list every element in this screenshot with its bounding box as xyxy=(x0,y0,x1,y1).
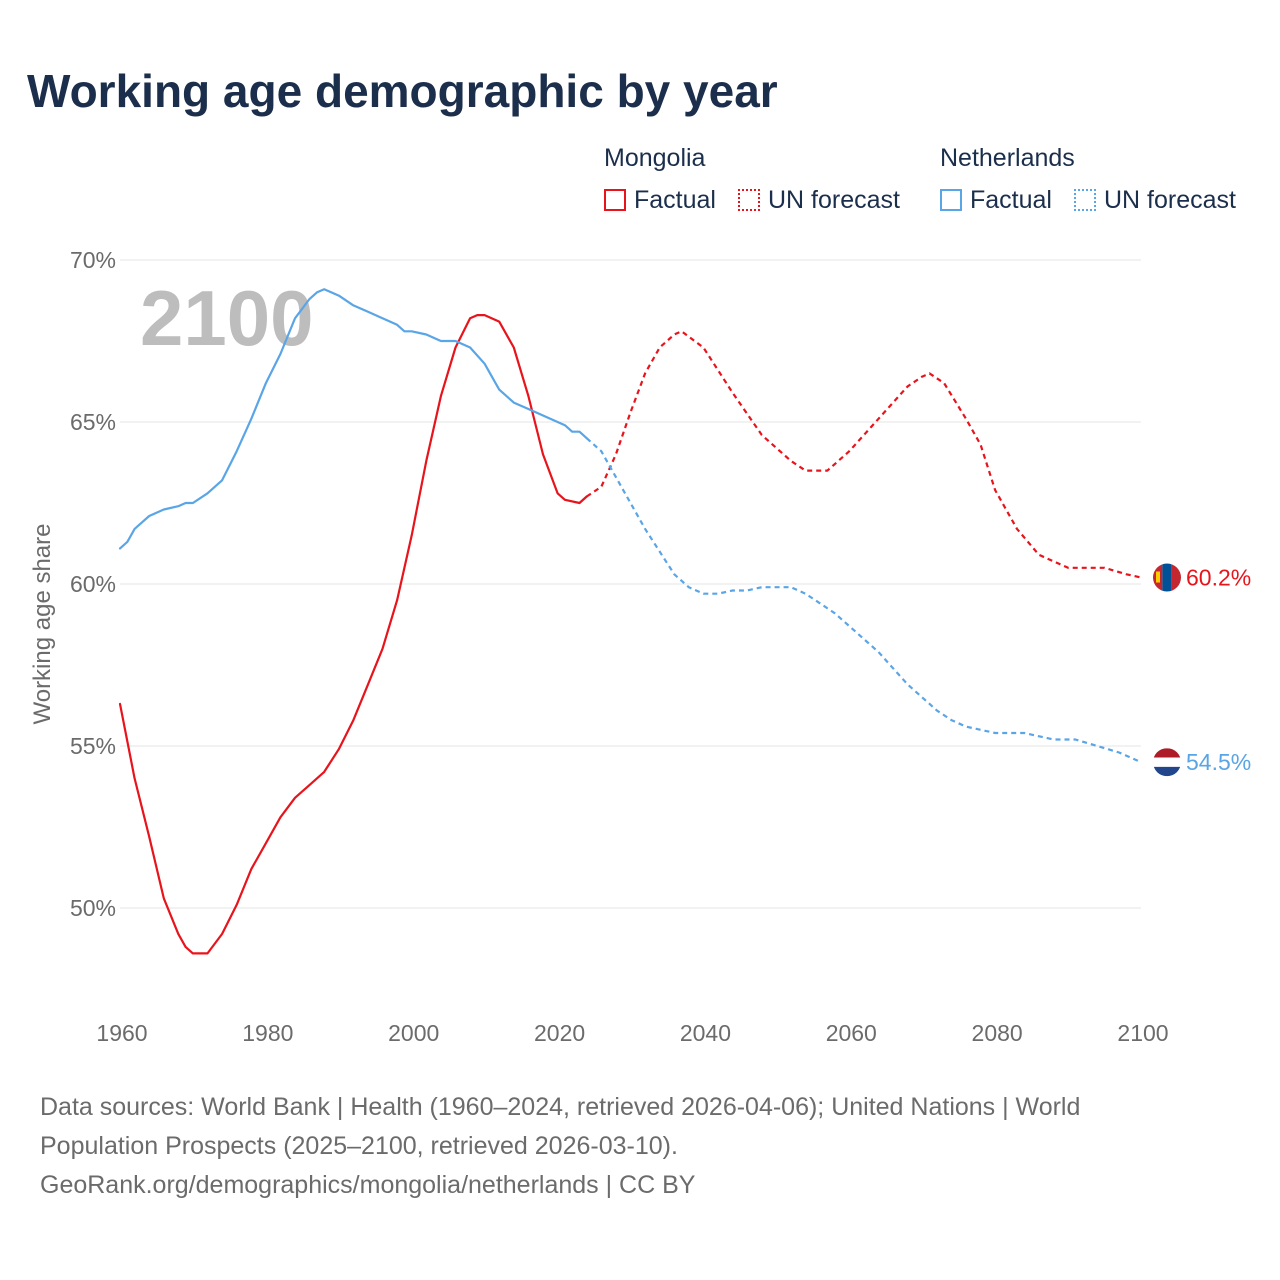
legend-label-netherlands-factual: Factual xyxy=(970,185,1052,214)
footer-credit: GeoRank.org/demographics/mongolia/nether… xyxy=(40,1171,696,1199)
legend-label-mongolia-factual: Factual xyxy=(634,185,716,214)
x-tick-label-1980: 1980 xyxy=(242,1020,293,1046)
legend-mongolia-title: Mongolia xyxy=(604,144,706,172)
series-line-mongolia-factual xyxy=(118,314,588,955)
legend-netherlands-forecast[interactable]: UN forecast xyxy=(1074,184,1236,216)
legend-netherlands-title: Netherlands xyxy=(940,144,1075,172)
series-line-netherlands-factual xyxy=(118,288,588,550)
x-tick-label-2080: 2080 xyxy=(972,1020,1023,1046)
legend-swatch-mongolia-forecast xyxy=(738,189,760,211)
x-tick-label-2040: 2040 xyxy=(680,1020,731,1046)
footer-sources-line-2: Population Prospects (2025–2100, retriev… xyxy=(40,1132,678,1160)
y-tick-label-60: 60% xyxy=(70,571,116,597)
x-tick-label-1960: 1960 xyxy=(96,1020,147,1046)
legend-netherlands-factual[interactable]: Factual xyxy=(940,184,1052,216)
y-tick-label-70: 70% xyxy=(70,247,116,273)
y-tick-label-55: 55% xyxy=(70,733,116,759)
legend-swatch-mongolia-factual xyxy=(604,189,626,211)
current-year-watermark: 2100 xyxy=(140,274,314,362)
y-axis-title: Working age share xyxy=(29,524,56,725)
series-line-mongolia-forecast xyxy=(586,330,1142,579)
y-tick-label-50: 50% xyxy=(70,895,116,921)
legend-mongolia-factual[interactable]: Factual xyxy=(604,184,716,216)
line-chart: 50% 55% 60% 65% 70% 1960 1980 2000 2020 2040 2060 2… xyxy=(29,247,1251,1046)
y-tick-label-65: 65% xyxy=(70,409,116,435)
legend-label-mongolia-forecast: UN forecast xyxy=(768,185,900,214)
mongolia-flag-icon xyxy=(1153,563,1181,592)
end-value-label-mongolia: 60.2% xyxy=(1186,565,1251,591)
x-tick-label-2000: 2000 xyxy=(388,1020,439,1046)
x-tick-label-2100: 2100 xyxy=(1117,1020,1168,1046)
netherlands-flag-icon xyxy=(1153,748,1181,777)
end-value-label-netherlands: 54.5% xyxy=(1186,749,1251,775)
legend-mongolia-forecast[interactable]: UN forecast xyxy=(738,184,900,216)
x-tick-label-2020: 2020 xyxy=(534,1020,585,1046)
x-tick-label-2060: 2060 xyxy=(826,1020,877,1046)
legend-swatch-netherlands-factual xyxy=(940,189,962,211)
legend-label-netherlands-forecast: UN forecast xyxy=(1104,185,1236,214)
legend-swatch-netherlands-forecast xyxy=(1074,189,1096,211)
footer-sources-line-1: Data sources: World Bank | Health (1960–… xyxy=(40,1093,1081,1121)
chart-footer: Data sources: World Bank | Health (1960–… xyxy=(40,1088,1240,1205)
chart-title: Working age demographic by year xyxy=(27,65,778,117)
series-line-netherlands-forecast xyxy=(585,437,1142,764)
